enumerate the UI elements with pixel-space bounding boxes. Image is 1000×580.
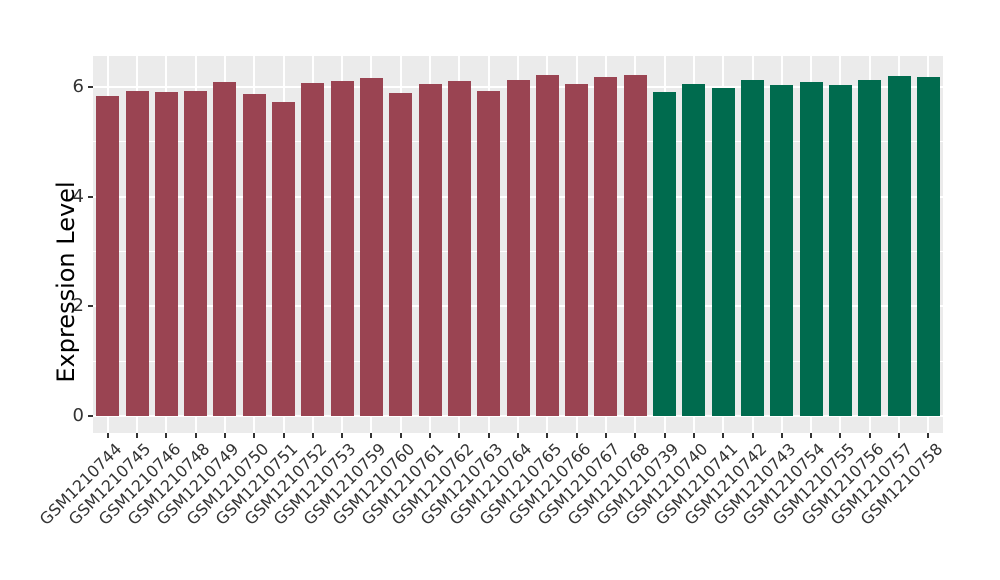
bar-GSM1210750 [242,94,266,416]
bar-GSM1210762 [447,81,471,416]
bar-GSM1210758 [916,77,940,416]
bar-GSM1210740 [682,84,706,416]
y-tick-label: 4 [72,185,84,207]
bar-GSM1210768 [623,74,647,416]
x-tick-mark [692,433,695,438]
x-tick-mark [751,433,754,438]
plot-panel [93,56,943,433]
bar-GSM1210757 [887,76,911,416]
x-tick-mark [898,433,900,438]
x-tick-mark [282,433,285,438]
bar-GSM1210739 [653,92,677,416]
x-tick-mark [253,433,256,438]
x-tick-mark [311,433,314,438]
x-tick-mark [604,433,607,438]
bar-GSM1210744 [96,96,120,416]
bar-GSM1210763 [477,91,501,416]
y-axis-title: Expression Level [52,181,80,383]
bar-GSM1210755 [828,85,852,416]
x-tick-mark [517,433,519,438]
bar-GSM1210760 [389,92,413,416]
y-tick-mark [88,195,93,198]
y-tick-label: 6 [72,75,84,97]
bar-GSM1210743 [770,85,794,416]
bar-GSM1210746 [154,92,178,416]
y-tick-label: 2 [72,295,84,317]
x-tick-mark [780,433,783,438]
y-tick-label: 0 [72,405,84,426]
bar-GSM1210752 [301,82,325,416]
major-gridline [93,415,943,417]
bar-GSM1210756 [858,80,882,416]
bar-GSM1210759 [359,78,383,416]
bar-GSM1210748 [184,91,208,416]
x-tick-mark [487,433,490,438]
x-tick-mark [810,433,813,438]
x-tick-mark [223,433,226,438]
x-tick-mark [370,433,373,438]
x-tick-mark [165,433,168,438]
x-tick-mark [429,433,432,438]
bar-GSM1210753 [330,81,354,416]
x-tick-mark [575,433,578,438]
x-tick-mark [546,433,549,438]
bar-GSM1210761 [418,84,442,416]
x-tick-mark [194,433,197,438]
x-tick-mark [136,433,138,438]
bar-GSM1210749 [213,82,237,416]
y-tick-mark [88,415,93,417]
x-tick-mark [458,433,461,438]
x-tick-mark [399,433,402,438]
x-tick-mark [868,433,871,438]
x-tick-mark [722,433,725,438]
x-tick-mark [634,433,637,438]
bar-GSM1210767 [594,76,618,416]
x-tick-mark [663,433,666,438]
bar-GSM1210754 [799,81,823,416]
bar-GSM1210764 [506,80,530,416]
bar-GSM1210742 [741,79,764,416]
x-tick-mark [927,433,930,438]
x-tick-mark [839,433,842,438]
x-tick-mark [106,433,109,438]
bar-GSM1210766 [565,84,589,416]
y-tick-mark [88,85,93,88]
bar-GSM1210751 [272,102,295,416]
bar-GSM1210741 [711,87,735,416]
y-tick-mark [88,305,93,308]
bar-GSM1210745 [125,90,149,416]
x-tick-mark [341,433,344,438]
bar-GSM1210765 [535,74,559,416]
